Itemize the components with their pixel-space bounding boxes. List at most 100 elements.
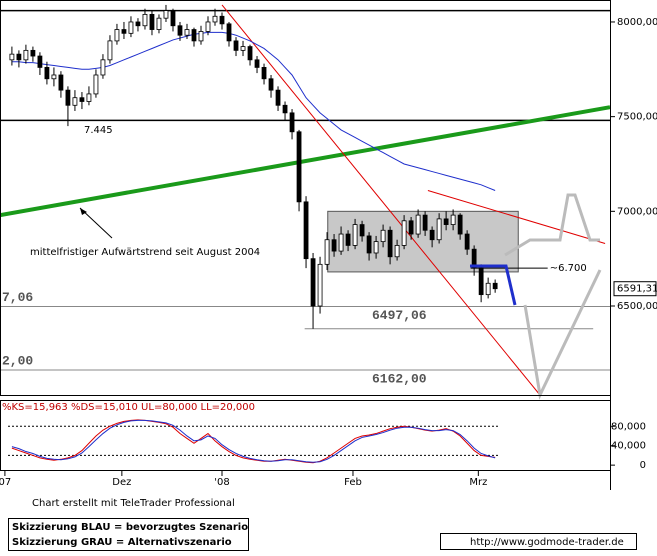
candle-body <box>198 31 204 42</box>
candle-body <box>247 46 253 61</box>
candle-body <box>422 214 428 231</box>
candle-body <box>282 104 288 114</box>
legend-text: Skizzierung BLAU = bevorzugtes Szenario <box>12 522 248 533</box>
candle-body <box>51 74 57 80</box>
arrow-head <box>80 208 87 215</box>
candle-body <box>142 13 148 27</box>
candle-body <box>289 112 295 133</box>
candle-body <box>226 23 232 42</box>
candle-body <box>121 29 127 34</box>
candle-body <box>37 55 43 68</box>
moving-average <box>11 31 496 191</box>
target-label: ~6.700 <box>550 263 587 274</box>
x-tick-label: 07 <box>0 477 11 488</box>
candle-body <box>254 59 260 68</box>
candle-body <box>324 239 330 265</box>
candle-body <box>380 229 386 243</box>
last-price-label: 6591,31 <box>617 284 657 295</box>
candle-body <box>296 131 302 203</box>
candle-body <box>359 224 365 237</box>
candle-body <box>408 220 414 235</box>
y-tick-label: 8000,00 <box>617 17 657 28</box>
last-price-box <box>613 281 657 297</box>
candle-body <box>30 49 36 57</box>
candle-body <box>212 15 218 23</box>
candle-body <box>156 17 162 30</box>
candle-body <box>352 224 358 246</box>
candle-body <box>366 235 372 254</box>
candle-body <box>149 13 155 30</box>
candle-body <box>317 263 323 307</box>
candle-body <box>268 78 274 91</box>
stoch-title: %KS=15,963 %DS=15,010 UL=80,000 LL=20,00… <box>2 402 255 413</box>
candle-body <box>303 201 309 260</box>
candle-body <box>401 220 407 246</box>
x-tick-label: '08 <box>214 477 229 488</box>
trend-line <box>0 105 611 218</box>
y-tick-label: 40,000 <box>611 441 646 452</box>
candle-body <box>415 214 421 235</box>
legend-text: Skizzierung GRAU = Alternativszenario <box>12 537 232 548</box>
candle-body <box>135 21 141 27</box>
x-tick-label: Dez <box>112 477 131 488</box>
candle-body <box>394 245 400 258</box>
candle-body <box>436 218 442 241</box>
trend-line <box>427 190 606 244</box>
level-label: 6162,00 <box>372 371 427 386</box>
arrow <box>79 207 113 239</box>
candle-body <box>44 67 50 80</box>
blue-scenario <box>470 264 517 306</box>
candle-body <box>72 97 78 106</box>
candle-body <box>345 233 351 246</box>
legend-box <box>8 518 249 551</box>
level-label: 6497,06 <box>372 308 427 323</box>
candle-body <box>429 229 435 241</box>
candle-body <box>485 282 491 296</box>
candle-body <box>184 29 190 36</box>
y-tick-label: 80,000 <box>611 421 646 432</box>
candle-body <box>100 59 106 76</box>
candle-body <box>93 74 99 95</box>
level-left-label: 7,06 <box>2 290 33 305</box>
candle-body <box>114 29 120 42</box>
annotation: mittelfristiger Aufwärtstrend seit Augus… <box>30 247 260 258</box>
candle-body <box>107 40 113 61</box>
level-left-label: 2,00 <box>2 353 33 368</box>
candle-body <box>170 10 176 27</box>
candle-body <box>163 10 169 19</box>
candle-body <box>492 282 498 290</box>
url: http://www.godmode-trader.de <box>470 537 624 548</box>
candle-body <box>310 258 316 307</box>
candle-body <box>331 239 337 252</box>
annotation: 7.445 <box>84 125 113 136</box>
y-tick-label: 7500,00 <box>617 112 657 123</box>
candle-body <box>457 214 463 235</box>
candle-body <box>79 97 85 102</box>
trend-line <box>221 4 541 396</box>
candle-body <box>86 93 92 102</box>
candle-body <box>240 46 246 51</box>
candle-body <box>450 214 456 225</box>
candle-body <box>373 241 379 254</box>
candle-body <box>9 53 15 61</box>
gray-scenario <box>504 193 600 257</box>
credit: Chart erstellt mit TeleTrader Profession… <box>32 498 235 509</box>
x-tick-label: Mrz <box>469 477 487 488</box>
candle-body <box>478 267 484 296</box>
candle-body <box>191 29 197 42</box>
candle-body <box>275 89 281 106</box>
y-tick-label: 0 <box>640 460 646 471</box>
url-box <box>440 533 637 550</box>
y-tick-label: 6500,00 <box>617 301 657 312</box>
candle-body <box>471 248 477 269</box>
candle-body <box>177 25 183 36</box>
x-tick-label: Feb <box>344 477 362 488</box>
candle-body <box>16 53 22 61</box>
candle-body <box>205 21 211 32</box>
candle-body <box>261 67 267 80</box>
candle-body <box>338 233 344 252</box>
candle-body <box>58 74 64 91</box>
y-tick-label: 7000,00 <box>617 206 657 217</box>
